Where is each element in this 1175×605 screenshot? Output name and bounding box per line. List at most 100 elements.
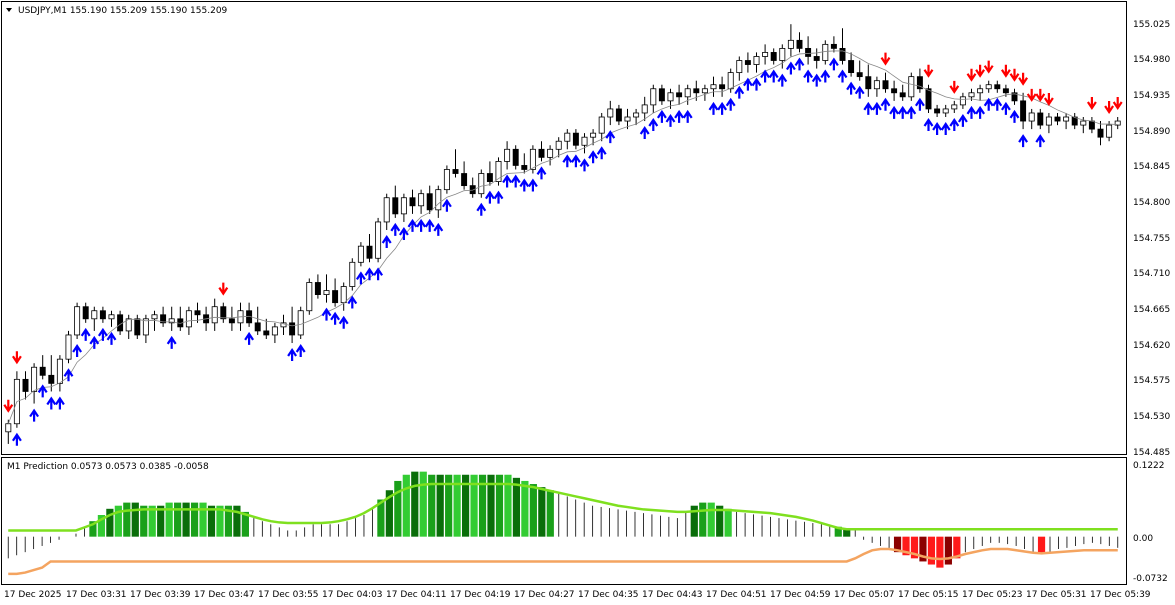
indicator-bar <box>690 505 698 537</box>
candle <box>607 100 614 126</box>
indicator-bar <box>893 536 902 553</box>
buy-arrow-icon <box>803 69 814 83</box>
indicator-bar <box>461 474 470 537</box>
time-axis-label: 17 Dec 05:39 <box>1090 590 1151 600</box>
indicator-bar <box>123 502 131 537</box>
indicator-bar <box>834 526 842 537</box>
time-axis-label: 17 Dec 03:55 <box>258 590 319 600</box>
candle <box>1011 88 1018 105</box>
candle <box>744 52 751 73</box>
buy-arrow-icon <box>484 190 495 204</box>
buy-arrow-icon <box>97 327 108 341</box>
indicator-axis-label: 0.00 <box>1133 534 1153 544</box>
candle <box>908 72 915 101</box>
candle <box>392 185 399 218</box>
buy-arrow-icon <box>889 105 900 119</box>
candle <box>891 80 898 101</box>
indicator-bar <box>1037 536 1046 555</box>
indicator-bar <box>97 514 106 537</box>
buy-arrow-icon <box>932 122 943 136</box>
candle <box>48 355 55 392</box>
buy-arrow-icon <box>287 348 298 362</box>
candle <box>31 363 38 404</box>
indicator-lines-layer <box>8 482 1118 576</box>
sell-arrow-icon <box>1035 88 1046 102</box>
candle <box>727 68 734 93</box>
buy-arrow-icon <box>785 61 796 75</box>
candle <box>899 84 906 101</box>
indicator-bar <box>944 536 952 565</box>
indicator-bar <box>436 474 444 537</box>
indicator-bar <box>495 474 504 537</box>
buy-arrow-icon <box>639 126 650 140</box>
indicator-bar <box>521 480 529 537</box>
buy-arrow-icon <box>502 174 513 188</box>
moving-average-layer <box>7 50 1118 424</box>
indicator-bar <box>216 505 224 537</box>
candle <box>39 355 46 380</box>
candle <box>108 310 115 327</box>
candle <box>572 129 579 150</box>
sell-arrow-icon <box>1112 97 1123 110</box>
indicator-bar <box>910 536 919 559</box>
candle <box>74 302 81 339</box>
candle <box>873 76 880 97</box>
indicator-bar <box>114 505 122 537</box>
candle <box>99 306 106 323</box>
candle <box>160 306 167 327</box>
sell-arrow-icon <box>983 60 994 74</box>
indicator-axis: 0.1222 0.00 -0.0732 <box>1133 461 1168 584</box>
dropdown-triangle-icon[interactable] <box>6 8 12 12</box>
candle <box>951 100 958 113</box>
candle <box>254 306 261 335</box>
buy-arrow-icon <box>527 178 538 192</box>
indicator-bar <box>394 480 402 537</box>
sell-arrow-icon <box>218 282 229 296</box>
buy-arrow-icon <box>510 174 521 188</box>
candle <box>985 80 992 93</box>
sell-arrow-icon <box>966 68 977 82</box>
candle <box>701 84 708 101</box>
buy-arrow-icon <box>871 101 882 115</box>
price-axis-label: 154.890 <box>1133 127 1170 137</box>
buy-arrow-icon <box>321 307 332 321</box>
sell-arrow-icon <box>11 351 22 365</box>
candle <box>753 52 760 73</box>
indicator-bar <box>538 487 546 537</box>
buy-arrow-icon <box>570 154 581 168</box>
time-axis-label: 17 Dec 04:27 <box>514 590 575 600</box>
moving-average-line <box>7 50 1118 424</box>
candle <box>633 108 640 126</box>
buy-arrow-icon <box>407 218 418 232</box>
candle <box>555 137 562 158</box>
price-axis: 155.025 154.980 154.935 154.890 154.845 … <box>1133 20 1170 458</box>
candle <box>426 185 433 214</box>
buy-arrow-icon <box>46 396 57 410</box>
candle <box>1114 117 1121 130</box>
buy-arrow-icon <box>820 69 831 83</box>
buy-arrow-icon <box>424 218 435 232</box>
buy-arrow-icon <box>347 295 358 309</box>
indicator-bar <box>453 474 461 537</box>
candle <box>211 298 218 331</box>
buy-arrow-icon <box>398 226 409 240</box>
buy-arrow-icon <box>708 101 719 115</box>
candle <box>452 149 459 178</box>
buy-arrow-icon <box>957 113 968 127</box>
buy-arrow-icon <box>880 97 891 111</box>
buy-arrow-icon <box>837 69 848 83</box>
candle <box>435 185 442 218</box>
candle <box>581 133 588 154</box>
candle <box>615 104 622 126</box>
time-axis: 17 Dec 2025 17 Dec 03:31 17 Dec 03:39 17… <box>4 590 1151 600</box>
candle <box>512 145 519 170</box>
time-axis-label: 17 Dec 03:39 <box>130 590 191 600</box>
candle <box>1071 112 1078 130</box>
main-price-pane[interactable] <box>1 1 1127 455</box>
indicator-bar <box>165 502 173 537</box>
buy-arrow-icon <box>390 222 401 236</box>
candle <box>839 28 846 65</box>
buy-arrow-icon <box>416 218 427 232</box>
buy-arrow-icon <box>949 117 960 131</box>
